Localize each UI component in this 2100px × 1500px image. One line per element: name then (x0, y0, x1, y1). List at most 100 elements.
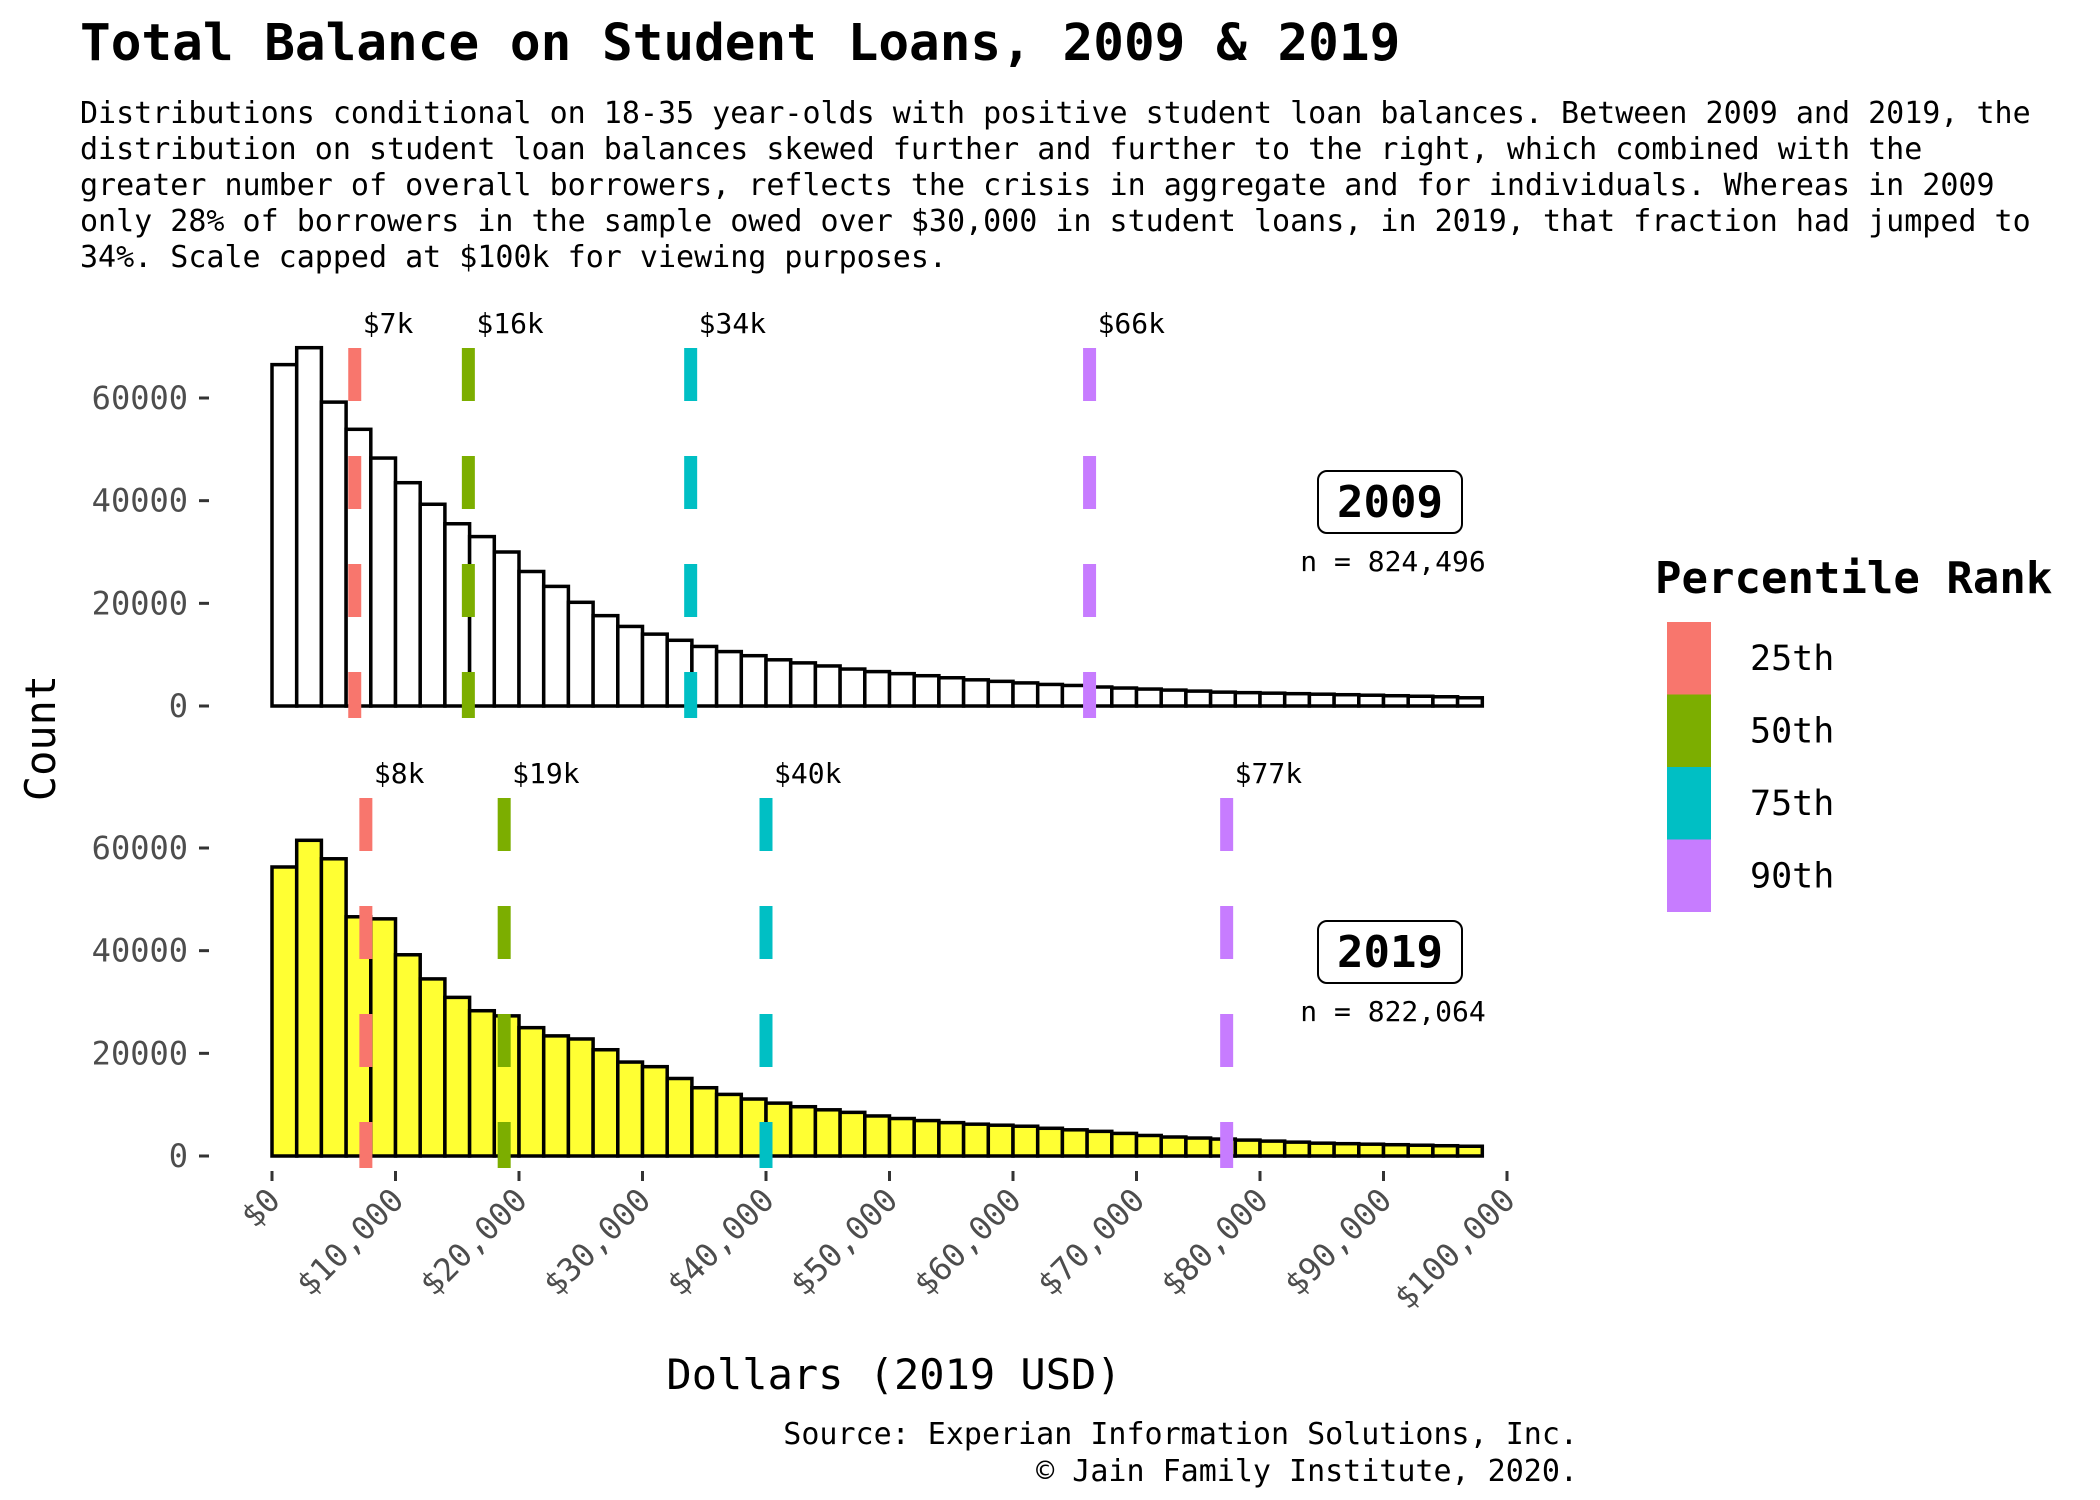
y-axis-title: Count (16, 675, 65, 801)
histogram-bar-2019-2 (319, 857, 348, 1158)
percentile-label-2009-25th: $7k (363, 307, 414, 340)
caption-copyright: © Jain Family Institute, 2020. (1036, 1454, 1578, 1489)
histogram-bar-2009-15 (640, 632, 669, 708)
histogram-bar-2009-31 (1035, 682, 1065, 708)
histogram-bar-2019-32 (1060, 1128, 1089, 1158)
histogram-bar-2009-36 (1159, 688, 1188, 708)
panel-year-box-2009 (1317, 470, 1463, 534)
y-tick-label-2019-0: 0 (169, 1137, 188, 1175)
chart-title: Total Balance on Student Loans, 2009 & 2… (80, 14, 1401, 73)
histogram-bar-2009-48 (1455, 696, 1485, 708)
histogram-bar-2009-46 (1406, 694, 1435, 708)
histogram-bar-2019-39 (1233, 1138, 1262, 1158)
y-tick-label-2019-40000: 40000 (92, 932, 188, 970)
histogram-bar-2019-25 (887, 1116, 916, 1158)
histogram-bar-2009-45 (1381, 693, 1410, 708)
percentile-label-2019-90th: $77k (1235, 757, 1303, 790)
panel-year-box-2019 (1317, 920, 1463, 984)
caption-source: Source: Experian Information Solutions, … (783, 1417, 1578, 1452)
histogram-bar-2019-37 (1184, 1136, 1213, 1158)
legend-label-75th: 75th (1750, 784, 1834, 824)
histogram-bar-2019-40 (1258, 1139, 1287, 1158)
y-tick-label-2019-60000: 60000 (92, 829, 188, 867)
x-axis-title: Dollars (2019 USD) (666, 1350, 1121, 1399)
histogram-bar-2019-16 (665, 1076, 694, 1158)
x-tick-label-40000: $40,000 (659, 1181, 781, 1303)
histogram-bar-2009-35 (1134, 687, 1163, 708)
x-tick-label-30000: $30,000 (536, 1181, 658, 1303)
panel-year-label-2019: 2019 (1337, 927, 1443, 978)
histogram-bar-2009-19 (739, 653, 768, 708)
histogram-bar-2019-45 (1381, 1142, 1410, 1158)
histogram-bar-2019-27 (937, 1120, 966, 1158)
x-tick-label-80000: $80,000 (1153, 1181, 1275, 1303)
histogram-bar-2009-42 (1307, 692, 1336, 708)
histogram-bar-2009-23 (838, 667, 867, 708)
histogram-bar-2009-4 (369, 456, 398, 708)
y-tick-label-2009-60000: 60000 (92, 379, 188, 417)
histogram-bar-2009-9 (492, 550, 521, 708)
percentile-label-2009-90th: $66k (1098, 307, 1166, 340)
histogram-bar-2009-37 (1184, 689, 1213, 708)
histogram-bar-2009-14 (616, 624, 645, 708)
histogram-bar-2019-23 (838, 1110, 867, 1158)
histogram-bar-2009-28 (961, 678, 991, 708)
percentile-label-2019-50th: $19k (512, 757, 580, 790)
histogram-bar-2019-29 (986, 1123, 1015, 1158)
legend-title: Percentile Rank (1655, 553, 2052, 604)
histogram-bar-2019-11 (541, 1034, 571, 1158)
histogram-bar-2019-47 (1431, 1143, 1460, 1158)
histogram-bar-2019-28 (961, 1122, 991, 1158)
histogram-bar-2009-40 (1258, 691, 1287, 708)
histogram-bar-2009-1 (294, 345, 324, 708)
histogram-bar-2019-41 (1282, 1140, 1312, 1158)
histogram-bar-2019-36 (1159, 1135, 1188, 1158)
histogram-bar-2009-18 (714, 649, 744, 708)
histogram-bar-2009-13 (591, 613, 620, 708)
histogram-bar-2019-13 (591, 1047, 620, 1158)
histogram-bar-2009-22 (813, 664, 842, 708)
histogram-bar-2009-25 (887, 671, 916, 708)
histogram-bar-2019-22 (813, 1108, 842, 1158)
percentile-label-2009-50th: $16k (476, 307, 544, 340)
histogram-bar-2019-42 (1307, 1141, 1336, 1158)
histogram-bar-2019-0 (270, 865, 299, 1158)
x-tick-label-10000: $10,000 (289, 1181, 411, 1303)
histogram-bar-2009-26 (912, 673, 941, 708)
histogram-bar-2009-47 (1431, 695, 1460, 708)
legend-label-25th: 25th (1750, 639, 1834, 679)
histogram-bar-2019-4 (369, 917, 398, 1158)
histogram-bar-2019-44 (1357, 1142, 1386, 1158)
x-tick-label-0: $0 (234, 1181, 288, 1235)
x-tick-label-50000: $50,000 (783, 1181, 905, 1303)
histogram-bar-2019-35 (1134, 1133, 1163, 1158)
percentile-label-2019-25th: $8k (374, 757, 425, 790)
legend-label-90th: 90th (1750, 857, 1834, 897)
chart-caption: Source: Experian Information Solutions, … (783, 1416, 1578, 1490)
histogram-bar-2019-17 (690, 1085, 719, 1158)
histogram-bar-2019-6 (418, 977, 447, 1158)
histogram-bar-2019-10 (517, 1025, 546, 1158)
histogram-bar-2009-10 (517, 569, 546, 708)
histogram-bar-2009-0 (270, 362, 299, 708)
y-tick-label-2009-20000: 20000 (92, 584, 188, 622)
histogram-bar-2019-5 (393, 953, 422, 1158)
legend-swatch-50th (1667, 694, 1711, 767)
histogram-bar-2009-20 (764, 658, 793, 708)
legend-swatch-90th (1667, 839, 1711, 912)
histogram-bar-2009-2 (319, 400, 348, 708)
histogram-bar-2009-6 (418, 502, 447, 708)
histogram-bar-2019-30 (1011, 1124, 1040, 1158)
histogram-bar-2019-12 (566, 1037, 595, 1158)
histogram-bar-2009-21 (788, 661, 818, 708)
histogram-bar-2019-34 (1110, 1131, 1139, 1158)
histogram-bar-2019-24 (863, 1114, 892, 1158)
histogram-bar-2019-43 (1332, 1141, 1361, 1158)
legend-label-50th: 50th (1750, 712, 1834, 752)
histogram-bar-2009-5 (393, 480, 422, 708)
panel-n-label-2009: n = 824,496 (1300, 545, 1485, 578)
x-tick-label-20000: $20,000 (412, 1181, 534, 1303)
x-tick-label-60000: $60,000 (906, 1181, 1028, 1303)
histogram-bar-2019-1 (294, 838, 324, 1158)
